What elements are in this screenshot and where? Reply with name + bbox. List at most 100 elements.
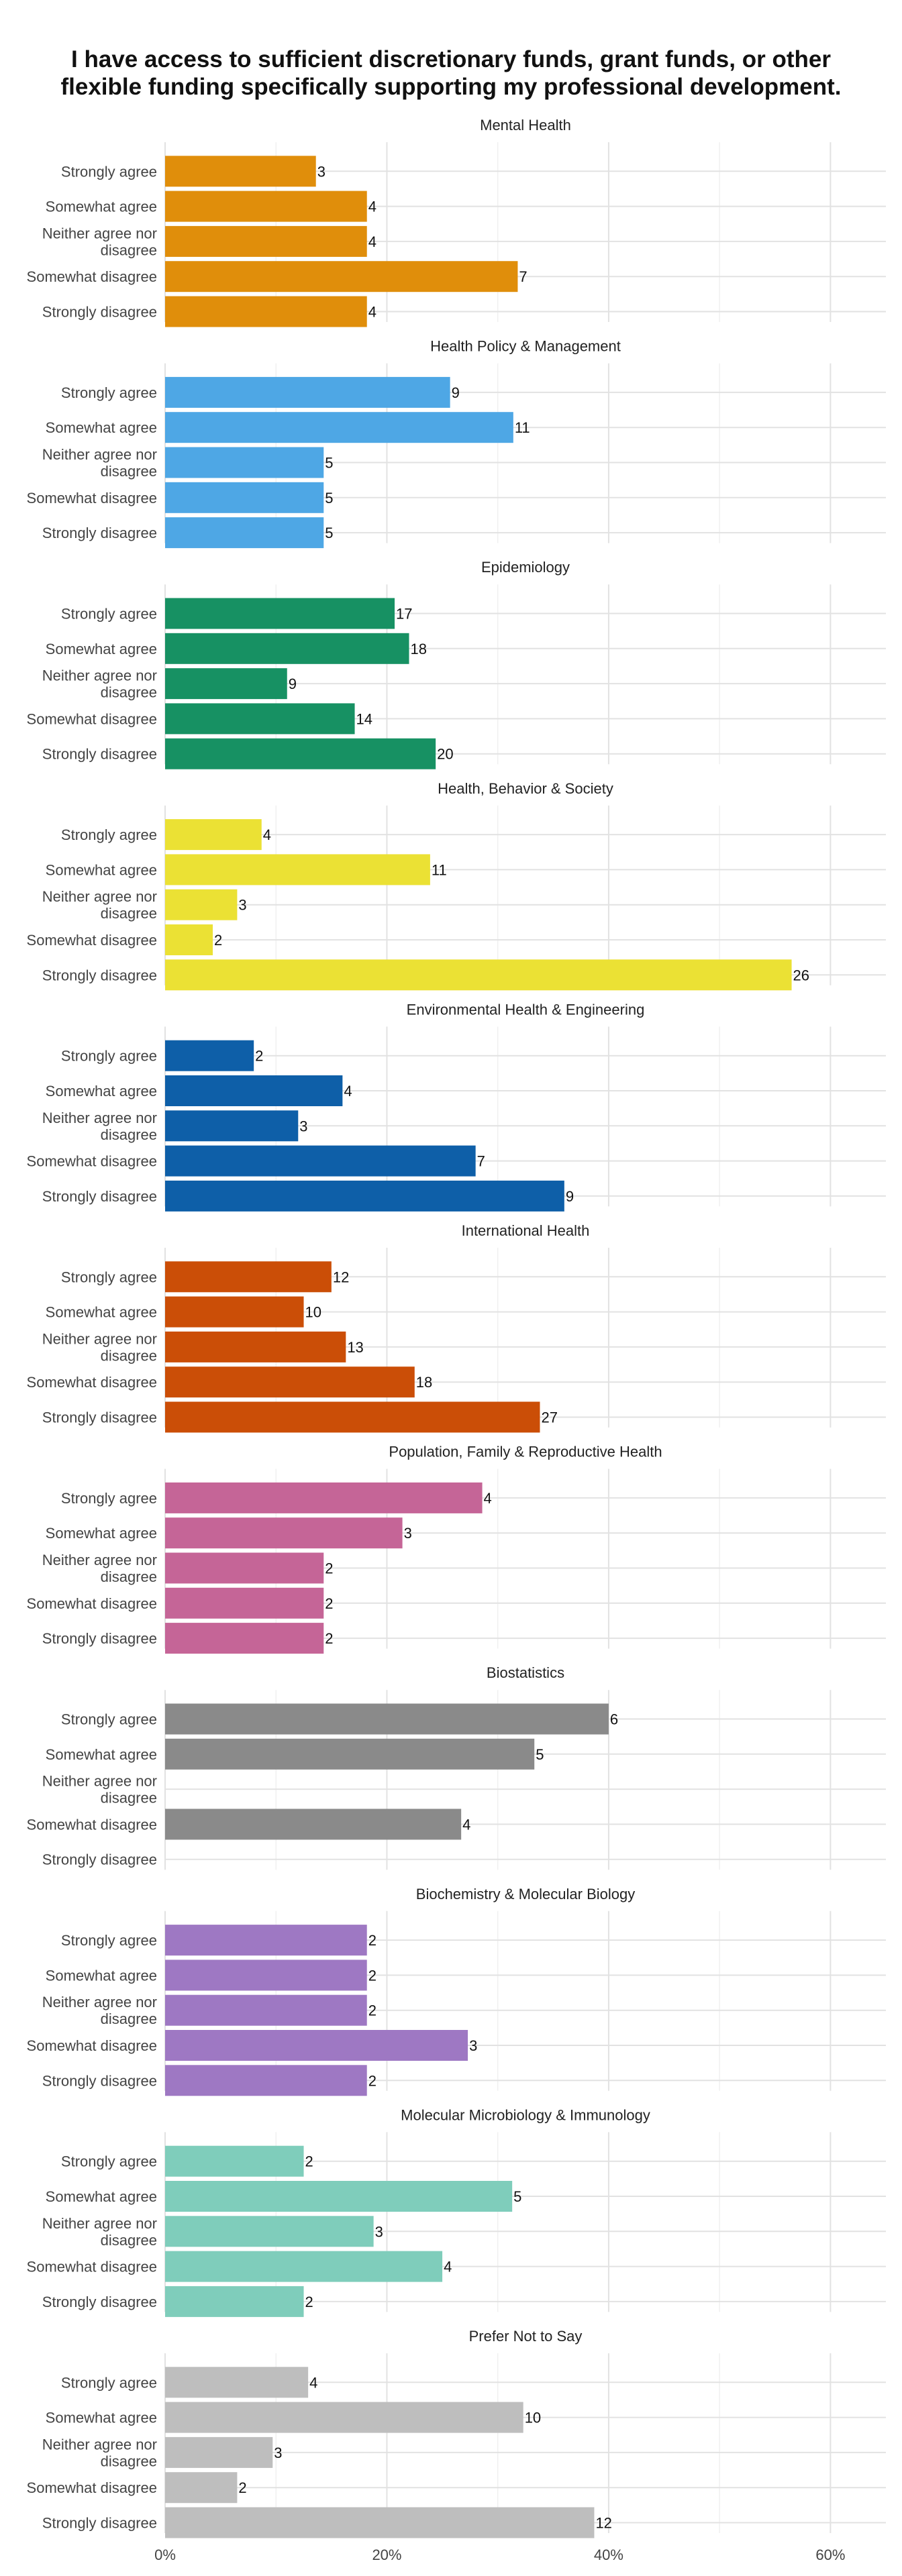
category-label: Strongly disagree: [42, 1851, 157, 1868]
bar-value-label: 2: [305, 2153, 313, 2170]
x-tick-label: 0%: [154, 2546, 176, 2563]
category-label: Somewhat disagree: [27, 1816, 157, 1833]
category-label-line: disagree: [101, 905, 157, 922]
bar-value-label: 3: [469, 2037, 477, 2054]
category-label: Strongly disagree: [42, 2294, 157, 2310]
category-label: Strongly agree: [61, 384, 157, 401]
category-label: Strongly disagree: [42, 1630, 157, 1647]
category-label: Somewhat agree: [46, 861, 157, 878]
category-label: Somewhat disagree: [27, 710, 157, 727]
bar: [165, 1704, 609, 1735]
category-label: Somewhat disagree: [27, 2259, 157, 2275]
bar: [165, 1623, 323, 1654]
bar-value-label: 9: [452, 384, 460, 401]
category-label: Somewhat agree: [46, 419, 157, 436]
bar: [165, 1075, 342, 1106]
bar-value-label: 5: [536, 1746, 544, 1763]
category-label-line: Neither agree nor: [42, 225, 157, 241]
category-label-line: disagree: [101, 1347, 157, 1364]
category-label: Strongly disagree: [42, 1188, 157, 1205]
facet-title: Epidemiology: [481, 559, 570, 576]
bar: [165, 2286, 304, 2317]
bar-value-label: 27: [541, 1409, 557, 1426]
bar-value-label: 14: [356, 710, 372, 727]
category-label: Strongly disagree: [42, 525, 157, 541]
bar-value-label: 3: [317, 163, 325, 180]
bar: [165, 2146, 304, 2177]
bar-value-label: 2: [238, 2479, 246, 2496]
bar: [165, 191, 367, 222]
bar-value-label: 10: [525, 2410, 541, 2426]
bar: [165, 226, 367, 257]
category-label: Somewhat agree: [46, 641, 157, 657]
bar: [165, 1110, 298, 1141]
bar-value-label: 2: [368, 2002, 377, 2019]
x-tick-label: 60%: [815, 2546, 845, 2563]
facet-title: Health Policy & Management: [430, 338, 621, 355]
bar: [165, 1995, 367, 2026]
bar: [165, 739, 436, 769]
facet-title: Health, Behavior & Society: [438, 780, 613, 797]
bar-value-label: 9: [289, 676, 297, 692]
bar: [165, 377, 450, 408]
bar-value-label: 2: [368, 1932, 377, 1949]
bar: [165, 1181, 564, 1212]
category-label: Somewhat disagree: [27, 490, 157, 506]
bar-value-label: 11: [432, 861, 447, 878]
category-label-line: disagree: [101, 1790, 157, 1807]
category-label-line: disagree: [101, 1126, 157, 1143]
category-label: Neither agree nor disagree: [42, 2436, 157, 2469]
faceted-bar-chart: Mental HealthStrongly agree 3Somewhat agr…: [0, 0, 902, 2576]
category-label: Strongly agree: [61, 1490, 157, 1507]
bar: [165, 2402, 523, 2433]
facet-title: Environmental Health & Engineering: [407, 1001, 645, 1018]
bar: [165, 1739, 534, 1770]
category-label: Somewhat agree: [46, 1083, 157, 1099]
bar: [165, 1517, 403, 1548]
category-label-line: Neither agree nor: [42, 1994, 157, 2010]
bar: [165, 1332, 346, 1362]
bar-value-label: 2: [325, 1630, 333, 1647]
bar-value-label: 3: [404, 1525, 412, 1542]
bar: [165, 2367, 308, 2398]
bar-value-label: 3: [274, 2445, 282, 2461]
bar: [165, 854, 430, 885]
bar-value-label: 3: [299, 1118, 307, 1134]
bar: [165, 668, 287, 699]
category-label: Somewhat agree: [46, 199, 157, 215]
bar: [165, 1040, 254, 1071]
category-label: Somewhat agree: [46, 2188, 157, 2205]
bar: [165, 2216, 374, 2247]
bar: [165, 2181, 512, 2212]
category-label: Somewhat disagree: [27, 1153, 157, 1170]
bar-value-label: 18: [416, 1374, 432, 1391]
bar: [165, 924, 213, 955]
bar-value-label: 2: [305, 2294, 313, 2310]
bar-value-label: 12: [595, 2515, 611, 2532]
category-label: Strongly agree: [61, 1711, 157, 1728]
bar: [165, 1483, 483, 1513]
category-label-line: disagree: [101, 2232, 157, 2249]
category-label: Somewhat disagree: [27, 268, 157, 285]
category-label: Somewhat agree: [46, 1967, 157, 1984]
bar-value-label: 2: [214, 932, 222, 949]
category-label: Somewhat agree: [46, 2410, 157, 2426]
bar: [165, 297, 367, 327]
bar: [165, 1588, 323, 1619]
bar-value-label: 2: [255, 1048, 263, 1065]
category-label: Somewhat agree: [46, 1525, 157, 1542]
bar: [165, 2030, 468, 2061]
bar: [165, 819, 262, 850]
bar: [165, 1960, 367, 1990]
category-label: Strongly agree: [61, 1269, 157, 1285]
bar: [165, 959, 792, 990]
bar: [165, 1809, 461, 1839]
bar-value-label: 4: [462, 1816, 470, 1833]
category-label: Strongly agree: [61, 1932, 157, 1949]
bar: [165, 2508, 594, 2538]
bar: [165, 2065, 367, 2096]
facet-title: International Health: [462, 1222, 590, 1239]
bar: [165, 447, 323, 478]
category-label-line: disagree: [101, 463, 157, 480]
category-label: Strongly disagree: [42, 2072, 157, 2089]
